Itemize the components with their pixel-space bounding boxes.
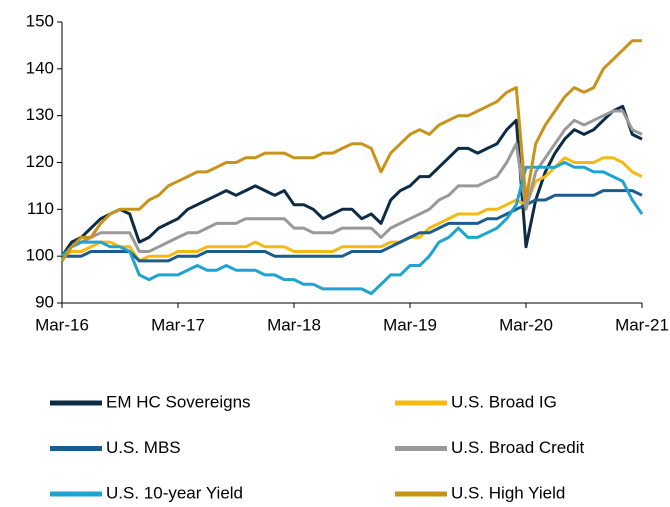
legend-label: U.S. High Yield xyxy=(451,483,565,502)
series-line xyxy=(60,39,642,262)
y-tick-label: 130 xyxy=(26,105,54,124)
legend-label: U.S. Broad Credit xyxy=(451,438,584,457)
y-tick-label: 150 xyxy=(26,11,54,30)
x-tick-label: Mar-19 xyxy=(383,315,437,334)
series-line xyxy=(60,104,643,258)
series-line xyxy=(62,189,643,263)
series-line xyxy=(61,156,643,263)
x-tick-label: Mar-20 xyxy=(499,315,553,334)
x-tick-label: Mar-21 xyxy=(615,315,669,334)
x-tick-label: Mar-18 xyxy=(267,315,321,334)
y-tick-label: 110 xyxy=(27,199,54,218)
legend-label: U.S. MBS xyxy=(106,438,181,457)
legend-label: U.S. Broad IG xyxy=(451,392,557,411)
y-tick-label: 140 xyxy=(26,58,54,77)
series-line xyxy=(60,161,644,296)
y-tick-label: 90 xyxy=(35,292,54,311)
series-line xyxy=(60,109,643,258)
y-tick-label: 100 xyxy=(26,246,54,265)
legend-label: U.S. 10-year Yield xyxy=(106,483,243,502)
x-tick-label: Mar-17 xyxy=(151,315,205,334)
legend-label: EM HC Sovereigns xyxy=(106,392,251,411)
x-tick-label: Mar-16 xyxy=(35,315,89,334)
y-tick-label: 120 xyxy=(26,152,54,171)
